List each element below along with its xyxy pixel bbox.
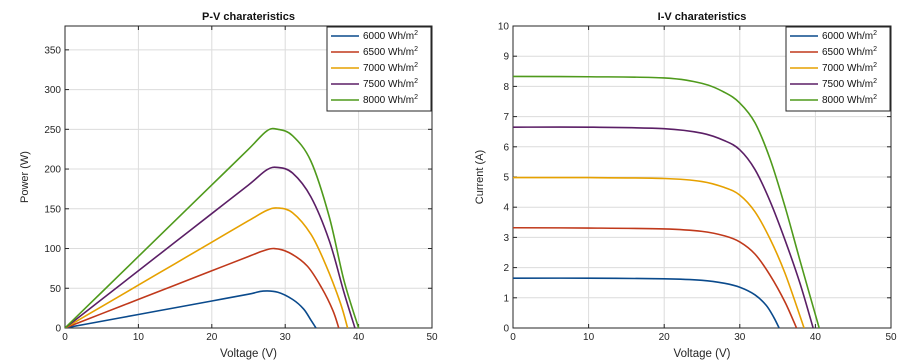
legend-label: 8000 Wh/m2 — [363, 94, 418, 106]
x-axis-label: Voltage (V) — [220, 348, 277, 360]
y-tick-label: 300 — [44, 85, 61, 96]
legend-label: 7500 Wh/m2 — [363, 78, 418, 90]
legend-box — [785, 26, 891, 112]
y-tick-label: 4 — [503, 203, 509, 214]
x-tick-label: 50 — [426, 332, 438, 343]
x-tick-label: 0 — [62, 332, 68, 343]
x-tick-label: 30 — [280, 332, 292, 343]
y-tick-label: 200 — [44, 165, 61, 176]
y-tick-label: 100 — [44, 244, 61, 255]
series-line-4 — [513, 75, 820, 328]
series-line-3 — [65, 166, 356, 328]
series-line-3 — [513, 126, 814, 328]
y-tick-label: 3 — [503, 233, 509, 244]
y-axis-label: Current (A) — [474, 150, 486, 204]
y-tick-label: 150 — [44, 204, 61, 215]
legend-label: 8000 Wh/m2 — [822, 94, 877, 106]
chart-0: 0 10 20 30 40 50 0 50 100 150 200 250 300 350 P-V char… — [19, 11, 438, 360]
y-tick-label: 5 — [503, 173, 509, 184]
legend-label: 7000 Wh/m2 — [363, 62, 418, 74]
series-line-2 — [513, 176, 805, 328]
y-tick-label: 10 — [498, 22, 510, 33]
series-line-1 — [513, 226, 798, 328]
y-tick-label: 2 — [503, 263, 509, 274]
x-tick-label: 10 — [583, 332, 595, 343]
legend: 6000 Wh/m2 6500 Wh/m2 7000 Wh/m2 7500 Wh/m2… — [785, 26, 891, 112]
legend-label: 6500 Wh/m2 — [822, 46, 877, 58]
series-line-4 — [65, 127, 360, 328]
legend-label: 7000 Wh/m2 — [822, 62, 877, 74]
y-tick-label: 1 — [503, 293, 509, 304]
x-tick-label: 0 — [510, 332, 516, 343]
y-tick-label: 250 — [44, 125, 61, 136]
legend-box — [326, 26, 432, 112]
y-tick-label: 8 — [503, 82, 509, 93]
x-axis-label: Voltage (V) — [674, 348, 731, 360]
y-tick-label: 7 — [503, 112, 509, 123]
y-tick-label: 6 — [503, 142, 509, 153]
series-line-1 — [65, 247, 340, 328]
legend-label: 6000 Wh/m2 — [822, 30, 877, 42]
y-tick-label: 9 — [503, 52, 509, 63]
legend-label: 6000 Wh/m2 — [363, 30, 418, 42]
chart-title: I-V charateristics — [658, 11, 747, 23]
x-tick-label: 40 — [353, 332, 365, 343]
chart-1: 0 10 20 30 40 50 0 1 2 3 4 5 6 7 8 9 10 I-V charateristic… — [474, 11, 897, 360]
y-tick-label: 0 — [55, 324, 61, 335]
x-tick-label: 30 — [734, 332, 746, 343]
y-tick-label: 50 — [50, 284, 62, 295]
legend-label: 7500 Wh/m2 — [822, 78, 877, 90]
x-tick-label: 20 — [659, 332, 671, 343]
y-tick-label: 0 — [503, 324, 509, 335]
series-line-0 — [65, 290, 317, 328]
x-tick-label: 40 — [810, 332, 822, 343]
x-tick-label: 20 — [206, 332, 218, 343]
axes-box — [64, 25, 433, 329]
y-tick-label: 350 — [44, 45, 61, 56]
legend: 6000 Wh/m2 6500 Wh/m2 7000 Wh/m2 7500 Wh/m2… — [326, 26, 432, 112]
series-line-0 — [513, 277, 780, 328]
legend-label: 6500 Wh/m2 — [363, 46, 418, 58]
x-tick-label: 50 — [885, 332, 897, 343]
chart-title: P-V charateristics — [202, 11, 295, 23]
x-tick-label: 10 — [133, 332, 145, 343]
series-line-2 — [65, 207, 349, 328]
y-axis-label: Power (W) — [19, 151, 31, 203]
